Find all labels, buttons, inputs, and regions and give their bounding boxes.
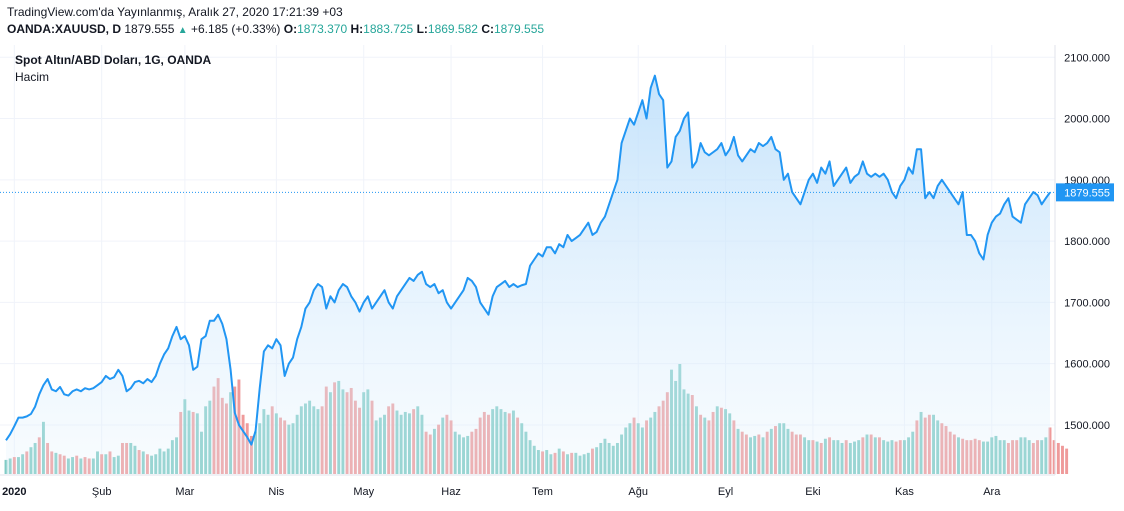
time-tick-label: Mar <box>175 486 194 498</box>
price-axis[interactable]: 2100.0002000.0001900.0001800.0001700.000… <box>1064 52 1110 432</box>
last-price-tag-bg <box>1056 183 1114 202</box>
open-label: O: <box>283 22 298 36</box>
time-tick-label: 2020 <box>2 486 26 498</box>
volume-bar <box>1052 440 1056 474</box>
last-price: 1879.555 <box>124 22 175 36</box>
volume-label: Hacim <box>15 70 50 84</box>
last-price-tag: 1879.555 <box>1056 183 1114 202</box>
time-tick-label: Tem <box>532 486 553 498</box>
time-tick-label: Eki <box>805 486 820 498</box>
price-tick-label: 2000.000 <box>1064 114 1110 126</box>
time-tick-label: Şub <box>92 486 112 498</box>
time-axis[interactable]: 2020 Şub Mar Nis May Haz Tem Ağu Eyl Eki Kas Ara <box>2 486 1001 498</box>
last-price-tag-label: 1879.555 <box>1064 187 1110 199</box>
up-arrow-icon: ▲ <box>177 25 188 36</box>
price-tick-label: 1600.000 <box>1064 359 1110 371</box>
time-tick-label: Haz <box>441 486 461 498</box>
volume-bar <box>1065 448 1069 474</box>
low-label: L: <box>416 22 428 36</box>
ohlc-bar: OANDA:XAUUSD, D 1879.555 ▲ +6.185 (+0.33… <box>7 22 544 36</box>
high-label: H: <box>350 22 364 36</box>
price-tick-label: 1800.000 <box>1064 236 1110 248</box>
high-value: 1883.725 <box>363 22 414 36</box>
symbol-label: OANDA:XAUUSD, D <box>7 22 121 36</box>
close-value: 1879.555 <box>493 22 545 36</box>
price-tick-label: 2100.000 <box>1064 52 1110 64</box>
price-tick-label: 1500.000 <box>1064 420 1110 432</box>
price-tick-label: 1700.000 <box>1064 297 1110 309</box>
published-info: TradingView.com'da Yayınlanmış, Aralık 2… <box>7 5 343 19</box>
time-tick-label: Nis <box>268 486 284 498</box>
low-value: 1869.582 <box>427 22 478 36</box>
volume-bar <box>1061 445 1064 474</box>
price-line <box>5 74 1051 446</box>
time-tick-label: Ara <box>983 486 1001 498</box>
series-title: Spot Altın/ABD Doları, 1G, OANDA <box>15 53 212 67</box>
volume-bar <box>1056 442 1060 474</box>
open-value: 1873.370 <box>297 22 348 36</box>
price-change: +6.185 (+0.33%) <box>191 22 281 36</box>
time-tick-label: May <box>353 486 374 498</box>
close-label: C: <box>481 22 494 36</box>
time-tick-label: Eyl <box>718 486 733 498</box>
time-tick-label: Ağu <box>628 486 648 498</box>
time-tick-label: Kas <box>895 486 914 498</box>
